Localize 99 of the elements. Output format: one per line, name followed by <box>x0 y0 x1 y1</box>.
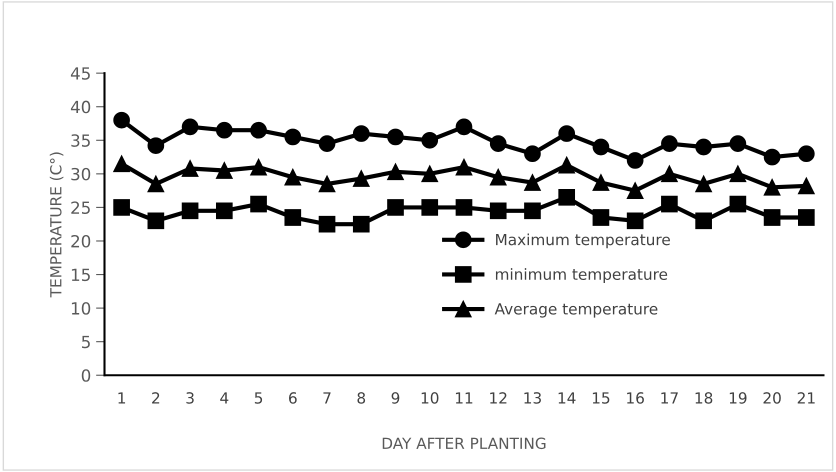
x-tick-label: 20 <box>764 392 781 404</box>
y-tick-label: 10 <box>72 302 90 315</box>
point <box>318 135 336 152</box>
point <box>592 138 610 156</box>
point <box>626 152 644 169</box>
point <box>798 209 815 226</box>
point <box>558 156 576 174</box>
point <box>387 128 404 146</box>
point <box>113 199 130 216</box>
point <box>182 202 198 220</box>
point <box>148 176 164 192</box>
x-tick-label: 14 <box>558 392 576 404</box>
point <box>592 174 610 191</box>
point <box>626 182 644 199</box>
point <box>421 166 438 182</box>
point <box>558 125 576 142</box>
point <box>148 137 164 154</box>
point <box>318 216 336 233</box>
x-tick-label: 12 <box>490 392 506 404</box>
point <box>352 170 370 187</box>
point <box>318 176 336 192</box>
point <box>695 212 712 230</box>
x-tick-label: 15 <box>592 392 610 404</box>
x-tick-label: 5 <box>254 392 262 404</box>
x-tick-label: 3 <box>186 392 194 404</box>
legend-label: Maximum temperature <box>496 234 670 248</box>
point <box>661 196 678 212</box>
x-tick-label: 11 <box>456 392 472 404</box>
point <box>524 145 541 162</box>
x-tick-label: 19 <box>730 392 747 404</box>
x-tick-label: 10 <box>422 392 438 404</box>
point <box>558 189 576 206</box>
point <box>798 145 815 162</box>
point <box>524 202 541 220</box>
point <box>113 112 130 128</box>
point <box>695 138 712 156</box>
point <box>695 176 712 192</box>
point <box>764 209 780 226</box>
x-tick-label: 6 <box>289 392 297 404</box>
y-axis-title: TEMPERATURE (C°) <box>50 152 64 298</box>
x-tick-label: 7 <box>323 392 331 404</box>
point <box>798 178 815 194</box>
legend-label: Average temperature <box>494 303 658 318</box>
y-tick-label: 20 <box>71 234 90 248</box>
legend-label: minimum temperature <box>496 268 668 283</box>
point <box>216 162 233 179</box>
y-tick-label: 0 <box>82 369 90 382</box>
point <box>250 196 267 212</box>
point <box>490 135 507 152</box>
point <box>182 160 198 177</box>
x-tick-label: 17 <box>661 392 678 404</box>
point <box>764 148 780 166</box>
point <box>456 199 472 216</box>
point <box>524 174 541 191</box>
point <box>490 202 507 220</box>
y-tick-label: 30 <box>71 168 90 180</box>
point <box>456 118 472 136</box>
point <box>456 158 472 176</box>
x-tick-label: 4 <box>220 392 228 404</box>
point <box>592 209 610 226</box>
y-tick-label: 35 <box>71 134 90 147</box>
point <box>421 199 438 216</box>
y-tick-label: 5 <box>82 336 90 348</box>
y-tick-label: 45 <box>70 67 90 80</box>
y-tick-label: 40 <box>70 100 90 114</box>
x-tick-label: 1 <box>118 392 126 404</box>
point <box>387 199 404 216</box>
point <box>216 202 233 220</box>
point <box>182 118 198 136</box>
x-axis-title: DAY AFTER PLANTING <box>382 438 546 450</box>
point <box>490 168 507 186</box>
x-tick-label: 16 <box>627 392 644 404</box>
point <box>216 122 233 139</box>
point <box>352 216 370 233</box>
y-tick-label: 25 <box>71 201 90 214</box>
x-tick-label: 2 <box>152 392 160 404</box>
point <box>250 122 267 139</box>
point <box>148 212 164 230</box>
point <box>352 125 370 142</box>
point <box>764 178 780 196</box>
point <box>626 212 644 230</box>
point <box>284 128 302 146</box>
point <box>284 209 302 226</box>
x-tick-label: 8 <box>357 392 366 404</box>
point <box>284 168 302 186</box>
point <box>387 164 404 180</box>
point <box>250 158 267 176</box>
x-tick-label: 21 <box>798 392 815 404</box>
x-tick-label: 18 <box>696 392 712 404</box>
point <box>113 155 130 172</box>
x-tick-label: 13 <box>524 392 541 404</box>
x-tick-label: 9 <box>392 392 400 404</box>
point <box>730 135 746 152</box>
y-tick-label: 15 <box>72 268 90 282</box>
point <box>730 196 746 212</box>
point <box>421 132 438 149</box>
point <box>730 166 746 182</box>
point <box>661 166 678 182</box>
point <box>661 135 678 152</box>
